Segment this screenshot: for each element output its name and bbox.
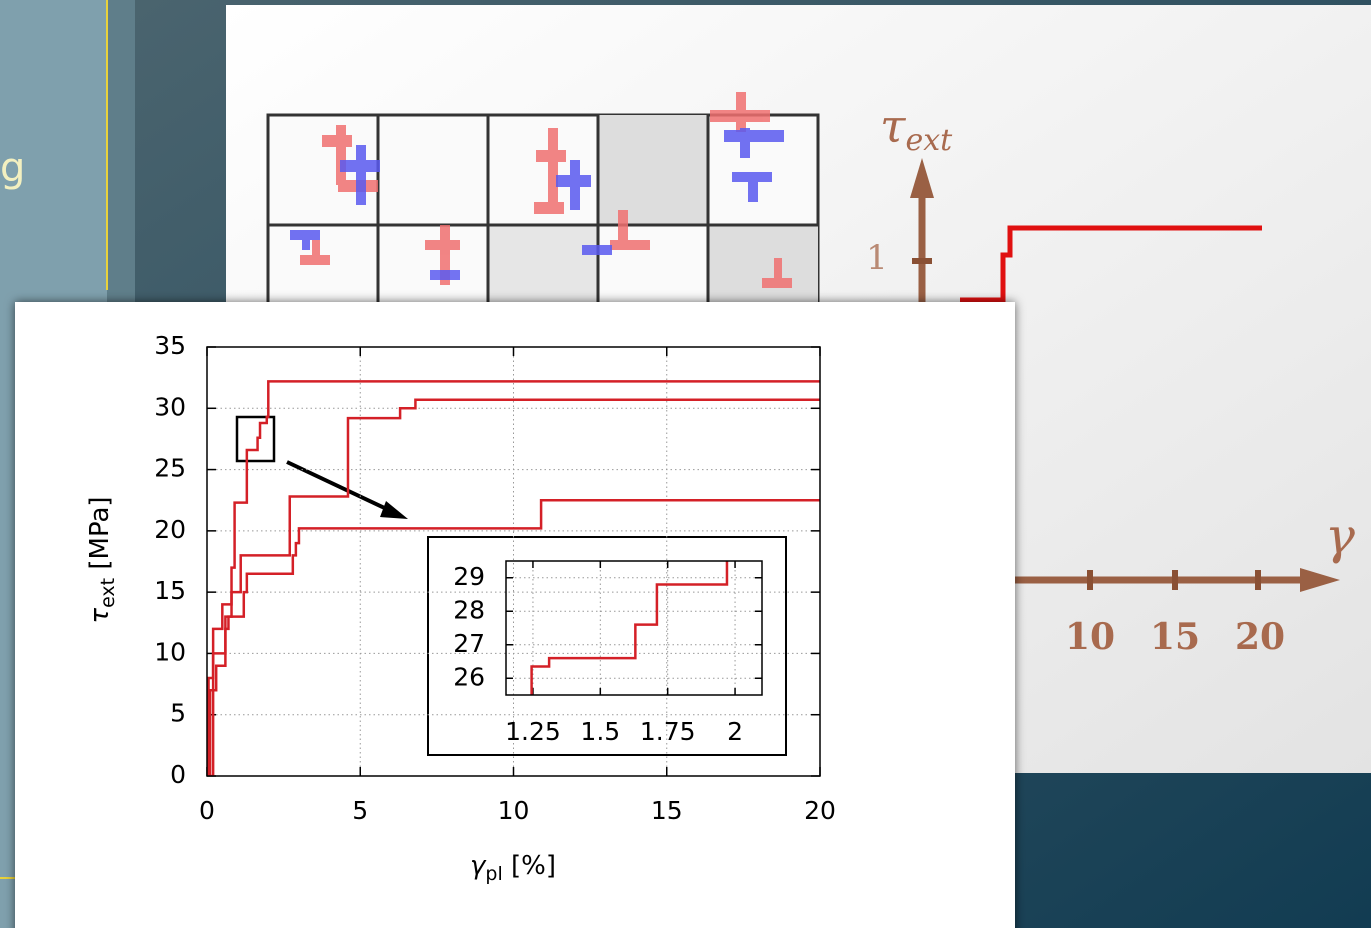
label-symbol: τ xyxy=(85,608,115,624)
x-tick-label: 10 xyxy=(498,796,530,825)
page: { "slide": {"fragment": "g"}, "schematic… xyxy=(0,0,1371,928)
y-tick-label: 20 xyxy=(154,515,186,544)
dislocation-grid xyxy=(268,92,818,305)
x-tick-label: 1.25 xyxy=(505,717,561,746)
label-symbol: τ xyxy=(880,99,907,153)
y-tick-label: 15 xyxy=(154,576,186,605)
y-tick-label: 10 xyxy=(154,637,186,666)
y-tick-label: 27 xyxy=(453,629,485,658)
x-tick-label: 15 xyxy=(651,796,683,825)
label-unit: [MPa] xyxy=(85,496,115,577)
x-tick-label: 0 xyxy=(199,796,215,825)
label-unit: [%] xyxy=(503,851,556,881)
label-subscript: ext xyxy=(97,578,119,608)
y-tick-label: 28 xyxy=(453,595,485,624)
slide-fragment: g xyxy=(0,145,25,191)
x-tick-label: 1.75 xyxy=(640,717,696,746)
label-subscript: pl xyxy=(485,863,502,885)
x-axis-label: γpl [%] xyxy=(470,851,556,885)
slide: g xyxy=(0,0,1371,928)
y-tick-label: 5 xyxy=(170,699,186,728)
y-tick-label: 35 xyxy=(154,331,186,360)
x-tick-label: 5 xyxy=(352,796,368,825)
x-tick-label: 1.5 xyxy=(580,717,620,746)
schematic-x-label: γ xyxy=(1325,507,1355,565)
y-tick-label: 0 xyxy=(170,760,186,789)
y-tick-label: 29 xyxy=(453,562,485,591)
schematic-tick-label: 20 xyxy=(1235,616,1285,658)
y-tick-label: 26 xyxy=(453,662,485,691)
label-subscript: ext xyxy=(905,123,953,158)
x-tick-label: 20 xyxy=(804,796,836,825)
schematic-tick-label: 1 xyxy=(866,238,888,278)
y-tick-label: 25 xyxy=(154,454,186,483)
schematic-tick-label: 10 xyxy=(1065,616,1115,658)
x-tick-label: 2 xyxy=(727,717,743,746)
y-tick-label: 30 xyxy=(154,392,186,421)
schematic-tick-label: 15 xyxy=(1150,616,1200,658)
